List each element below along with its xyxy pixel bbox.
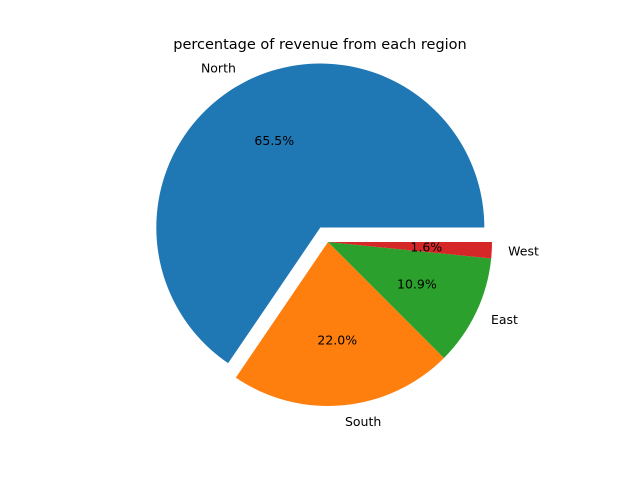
slice-percent-west: 1.6%	[410, 239, 442, 254]
slice-label-north: North	[201, 61, 236, 76]
slice-percent-south: 22.0%	[317, 332, 357, 347]
pie-slice-north	[156, 63, 485, 364]
slice-label-east: East	[491, 312, 518, 327]
pie-slice-south	[235, 242, 444, 406]
slice-label-south: South	[345, 414, 381, 429]
pie-slice-west	[328, 242, 492, 259]
pie-slice-east	[328, 242, 492, 358]
chart-title: percentage of revenue from each region	[173, 37, 467, 53]
slice-label-west: West	[508, 244, 539, 259]
slice-percent-north: 65.5%	[254, 133, 294, 148]
slice-percent-east: 10.9%	[397, 277, 437, 292]
pie-labels: North 65.5% South 22.0% East 10.9% West 1.6%	[201, 61, 539, 430]
pie-slices	[156, 63, 492, 406]
